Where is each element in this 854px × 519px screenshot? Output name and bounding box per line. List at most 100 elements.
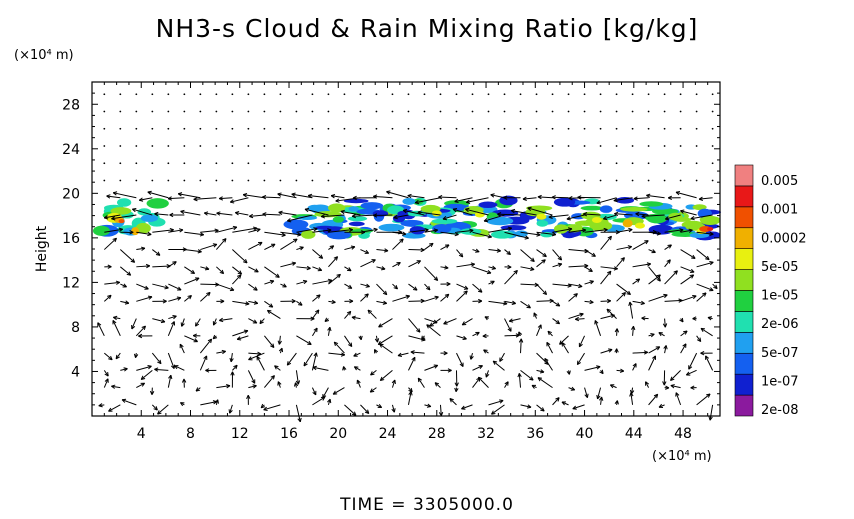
wind-vector: [423, 162, 426, 165]
wind-vector: [279, 162, 282, 165]
wind-vector: [280, 238, 298, 250]
wind-vector: [535, 145, 538, 147]
wind-vector: [647, 110, 650, 113]
wind-vector: [295, 127, 298, 130]
wind-vector: [552, 262, 563, 268]
wind-vector: [184, 249, 202, 254]
wind-vector: [358, 335, 363, 341]
colorbar-swatch: [734, 311, 754, 333]
wind-vector: [456, 352, 464, 368]
wind-vector: [504, 333, 520, 338]
wind-vector: [327, 145, 330, 147]
wind-vector: [152, 264, 171, 269]
wind-vector: [342, 366, 347, 371]
wind-vector: [599, 162, 602, 165]
wind-vector: [231, 93, 234, 96]
colorbar-swatch: [734, 332, 754, 354]
x-tick-label: 44: [625, 426, 643, 442]
wind-vector: [356, 379, 361, 388]
wind-vector: [136, 231, 152, 237]
wind-vector: [711, 110, 714, 113]
wind-vector: [454, 197, 473, 204]
wind-vector: [584, 249, 596, 257]
wind-vector: [614, 211, 633, 217]
cloud-cell: [332, 216, 345, 223]
x-tick-label: 28: [428, 426, 446, 442]
wind-vector: [680, 209, 697, 216]
wind-vector: [392, 283, 398, 290]
wind-vector: [247, 179, 250, 182]
wind-vector: [151, 352, 162, 365]
wind-vector: [333, 341, 345, 354]
wind-vector: [631, 110, 634, 113]
wind-vector: [195, 318, 201, 327]
wind-vector: [351, 213, 377, 219]
wind-vector: [103, 145, 106, 147]
wind-vector: [690, 214, 713, 221]
wind-vector: [584, 365, 601, 371]
wind-vector: [696, 283, 714, 292]
x-tick-label: 16: [280, 426, 298, 442]
wind-vector: [378, 318, 393, 328]
wind-vector: [583, 212, 601, 217]
wind-vector: [121, 398, 137, 406]
wind-vector: [606, 308, 617, 319]
wind-vector: [303, 352, 313, 367]
wind-vector: [215, 162, 218, 165]
wind-vector: [328, 256, 339, 268]
wind-vector: [135, 325, 146, 337]
wind-vector: [443, 318, 457, 325]
wind-vector: [631, 145, 634, 147]
wind-vector: [663, 179, 666, 182]
wind-vector: [259, 318, 265, 325]
wind-vector: [663, 110, 666, 113]
colorbar-swatch: [734, 394, 754, 417]
wind-vector: [167, 352, 176, 369]
wind-vector: [503, 162, 506, 165]
wind-vector: [131, 318, 137, 330]
wind-vector: [472, 231, 492, 239]
wind-vector: [408, 318, 421, 333]
wind-vector: [504, 381, 509, 388]
wind-vector: [536, 298, 554, 303]
wind-vector: [293, 382, 299, 388]
wind-vector: [312, 365, 329, 371]
wind-vector: [680, 274, 695, 285]
wind-vector: [247, 110, 250, 113]
wind-vector: [519, 93, 522, 96]
cloud-cell: [326, 230, 351, 240]
wind-vector: [537, 377, 553, 389]
wind-vector: [499, 352, 505, 362]
wind-vector: [487, 93, 490, 96]
wind-vector: [248, 352, 265, 361]
wind-vector: [487, 162, 490, 165]
wind-vector: [646, 193, 665, 199]
wind-vector: [497, 212, 521, 217]
wind-vector: [311, 145, 314, 147]
wind-vector: [647, 127, 650, 130]
wind-vector: [407, 145, 410, 147]
wind-vector: [263, 145, 266, 147]
wind-vector: [648, 355, 656, 371]
wind-vector: [205, 368, 217, 373]
wind-vector: [328, 245, 335, 250]
wind-vector: [295, 179, 298, 182]
wind-vector: [199, 179, 202, 182]
wind-vector: [696, 335, 702, 342]
wind-vector: [566, 370, 571, 375]
wind-vector: [263, 110, 266, 113]
wind-vector: [615, 162, 618, 165]
wind-vector: [614, 328, 620, 336]
wind-vector: [680, 249, 696, 259]
wind-vector: [248, 266, 259, 273]
wind-vector: [456, 249, 464, 258]
wind-vector: [353, 366, 361, 371]
wind-vector: [568, 386, 576, 391]
wind-vector: [359, 145, 362, 147]
cloud-cell: [315, 225, 335, 230]
wind-vector: [483, 214, 505, 223]
wind-vector: [152, 299, 167, 304]
wind-vector: [440, 281, 451, 287]
wind-vector: [343, 110, 346, 113]
wind-vector: [567, 127, 570, 130]
